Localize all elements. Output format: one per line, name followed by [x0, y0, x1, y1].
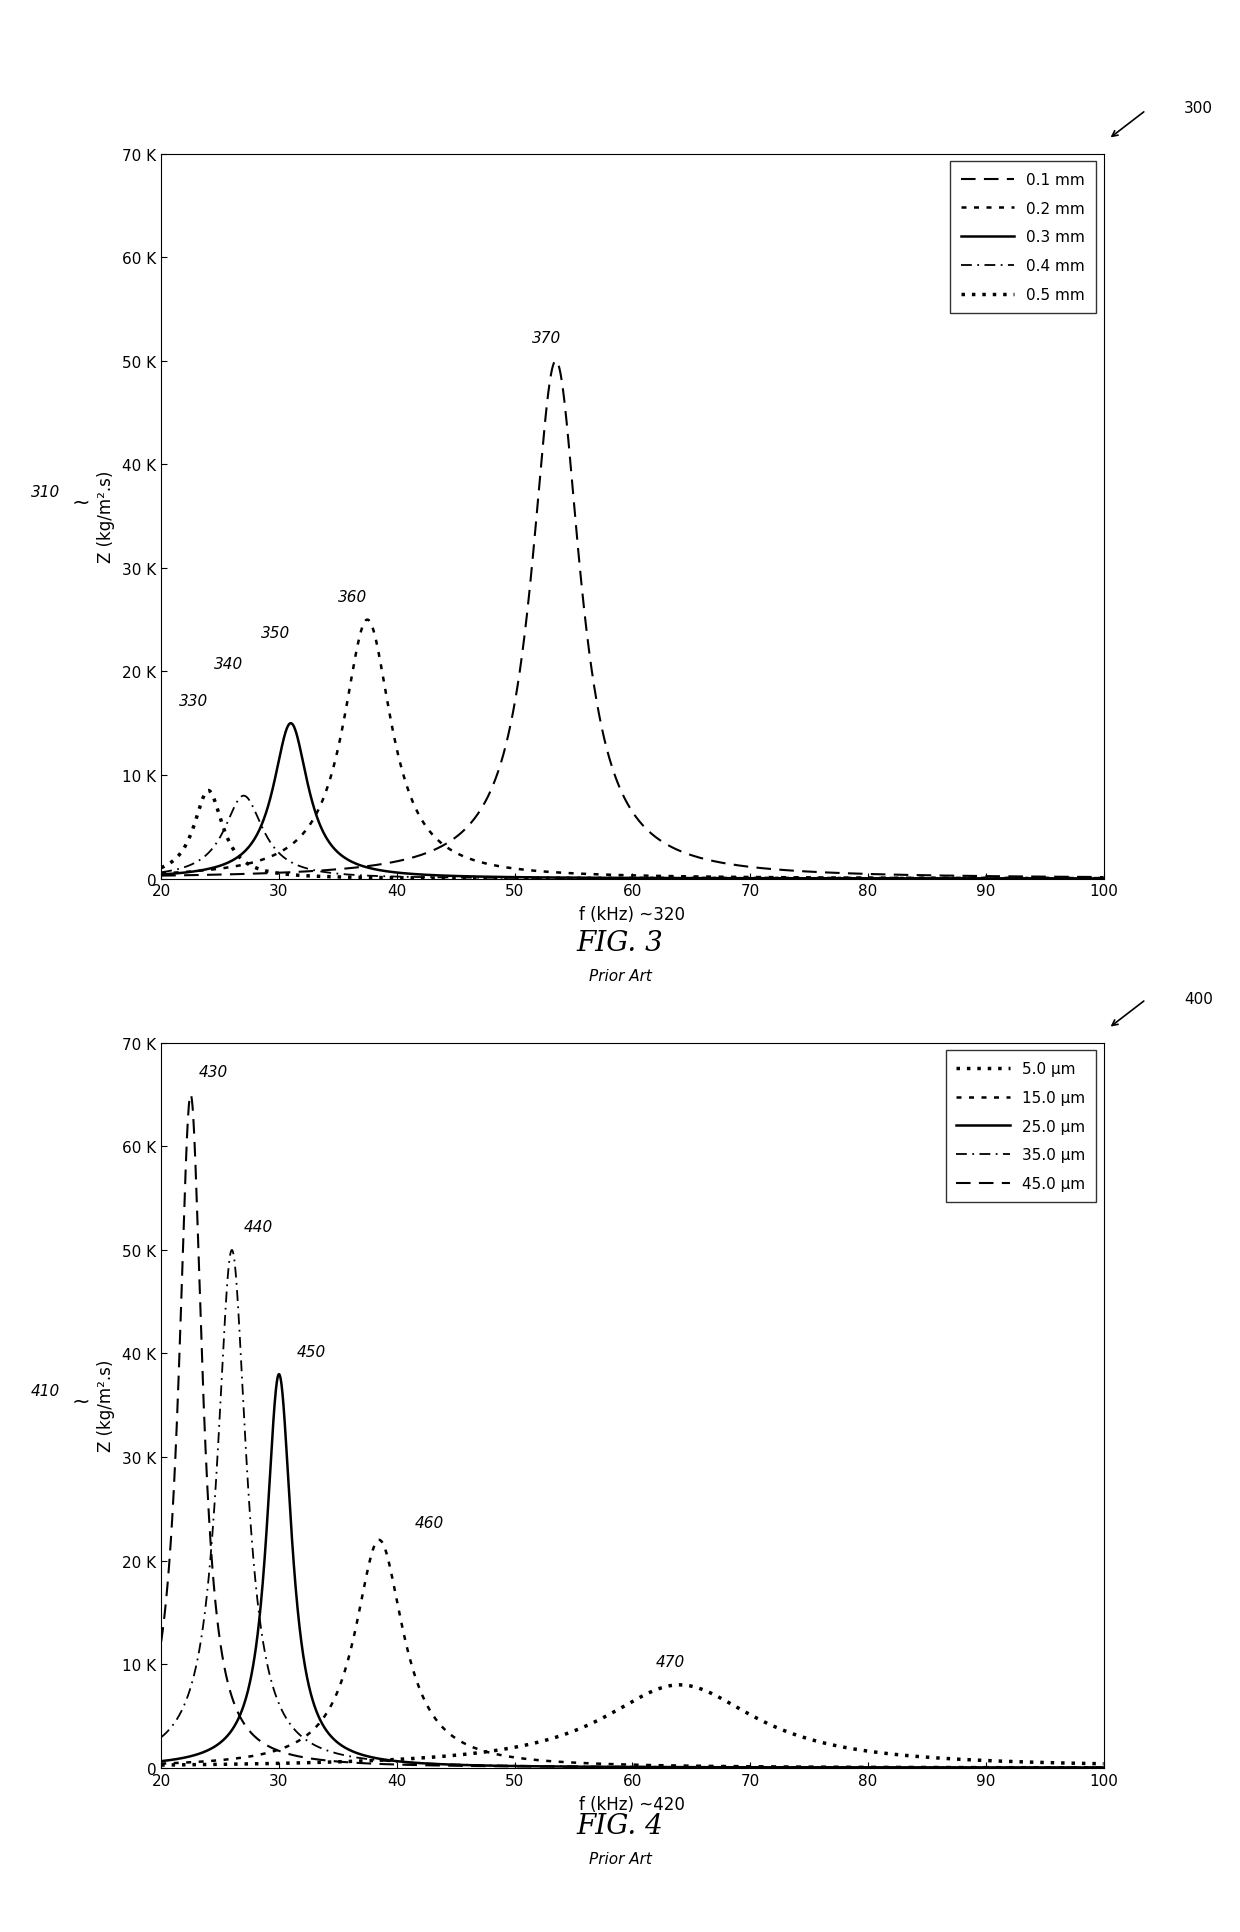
Y-axis label: Z (kg/m².s): Z (kg/m².s) [97, 471, 115, 562]
Text: 340: 340 [215, 657, 243, 672]
Text: ~: ~ [72, 1391, 91, 1410]
Text: 350: 350 [262, 626, 290, 641]
X-axis label: f (kHz) ~320: f (kHz) ~320 [579, 906, 686, 923]
Text: 300: 300 [1184, 100, 1213, 116]
Text: 460: 460 [414, 1515, 444, 1530]
Text: Prior Art: Prior Art [589, 1851, 651, 1866]
Text: 400: 400 [1184, 991, 1213, 1007]
Text: 410: 410 [31, 1383, 61, 1399]
Text: 470: 470 [656, 1654, 686, 1669]
Text: Prior Art: Prior Art [589, 968, 651, 983]
Text: 330: 330 [179, 694, 208, 709]
Text: 310: 310 [31, 485, 61, 500]
Text: 430: 430 [198, 1065, 228, 1080]
X-axis label: f (kHz) ~420: f (kHz) ~420 [579, 1795, 686, 1812]
Text: ~: ~ [72, 493, 91, 512]
Text: 360: 360 [337, 589, 367, 605]
Text: 440: 440 [244, 1219, 273, 1235]
Text: 450: 450 [296, 1345, 326, 1358]
Legend: 0.1 mm, 0.2 mm, 0.3 mm, 0.4 mm, 0.5 mm: 0.1 mm, 0.2 mm, 0.3 mm, 0.4 mm, 0.5 mm [950, 162, 1096, 313]
Text: FIG. 4: FIG. 4 [577, 1812, 663, 1839]
Legend: 5.0 μm, 15.0 μm, 25.0 μm, 35.0 μm, 45.0 μm: 5.0 μm, 15.0 μm, 25.0 μm, 35.0 μm, 45.0 … [946, 1051, 1096, 1202]
Text: FIG. 3: FIG. 3 [577, 929, 663, 956]
Y-axis label: Z (kg/m².s): Z (kg/m².s) [97, 1360, 115, 1451]
Text: 370: 370 [532, 330, 562, 346]
